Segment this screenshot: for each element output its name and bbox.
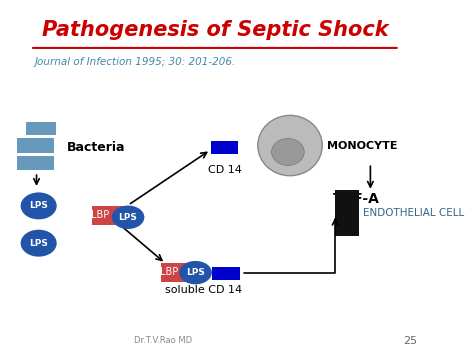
Ellipse shape	[21, 192, 57, 219]
Text: Bacteria: Bacteria	[67, 141, 125, 154]
Text: LPS: LPS	[29, 239, 48, 248]
Text: LPS: LPS	[186, 268, 205, 277]
Text: soluble CD 14: soluble CD 14	[165, 285, 243, 295]
Ellipse shape	[21, 230, 57, 257]
FancyBboxPatch shape	[161, 263, 193, 282]
Text: 25: 25	[403, 336, 417, 346]
FancyBboxPatch shape	[335, 190, 359, 236]
Ellipse shape	[272, 138, 304, 165]
Text: Journal of Infection 1995; 30: 201-206.: Journal of Infection 1995; 30: 201-206.	[35, 57, 236, 67]
Text: ENDOTHELIAL CELL: ENDOTHELIAL CELL	[363, 208, 465, 218]
FancyBboxPatch shape	[17, 156, 54, 170]
Text: LPS: LPS	[29, 201, 48, 211]
Text: TNF-A: TNF-A	[333, 192, 380, 206]
FancyBboxPatch shape	[210, 141, 238, 154]
FancyBboxPatch shape	[212, 267, 240, 280]
Text: Pathogenesis of Septic Shock: Pathogenesis of Septic Shock	[42, 20, 388, 40]
FancyBboxPatch shape	[26, 122, 56, 135]
FancyBboxPatch shape	[92, 206, 125, 225]
Text: LBP: LBP	[91, 211, 109, 220]
FancyBboxPatch shape	[17, 138, 54, 153]
Ellipse shape	[112, 206, 145, 229]
Ellipse shape	[258, 115, 322, 176]
Text: Dr.T.V.Rao MD: Dr.T.V.Rao MD	[134, 336, 192, 345]
Text: LPS: LPS	[118, 213, 137, 222]
Text: CD 14: CD 14	[208, 165, 242, 175]
Text: MONOCYTE: MONOCYTE	[328, 141, 398, 151]
Ellipse shape	[179, 261, 212, 284]
Text: LBP: LBP	[160, 267, 178, 277]
